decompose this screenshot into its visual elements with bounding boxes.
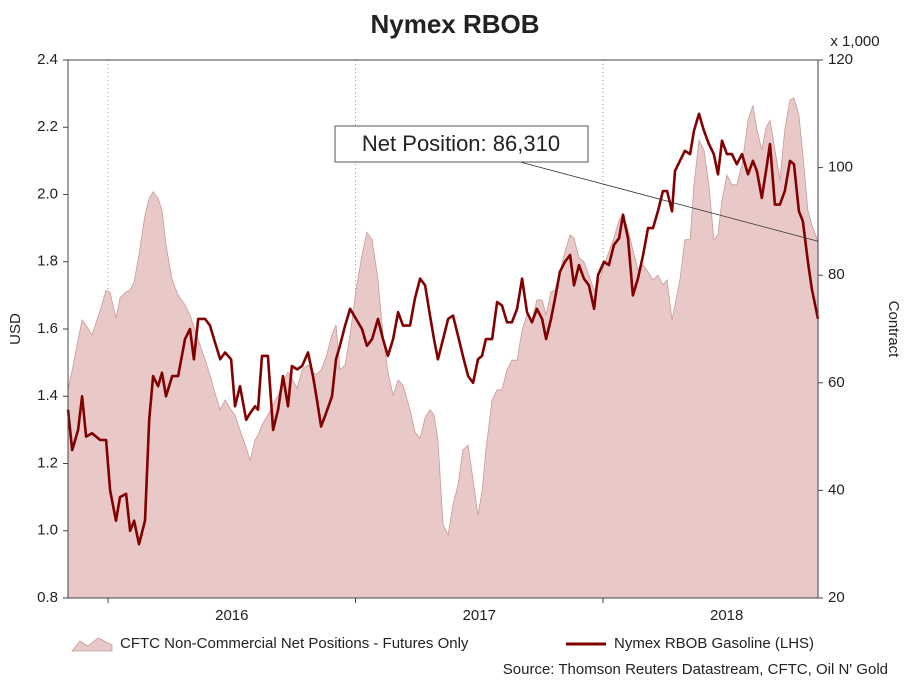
y-tick-label: 1.8 [37, 253, 58, 270]
legend-label: CFTC Non-Commercial Net Positions - Futu… [120, 635, 469, 652]
legend-swatch [71, 637, 113, 652]
y-tick-label: 2.2 [37, 118, 58, 135]
y2-tick-label: 120 [828, 51, 853, 68]
y2-tick-label: 80 [828, 266, 845, 283]
y2-tick-label: 40 [828, 481, 845, 498]
source: Source: Thomson Reuters Datastream, CFTC… [503, 661, 888, 678]
x-tick-label: 2017 [463, 607, 496, 624]
y-tick-label: 2.4 [37, 51, 58, 68]
x-tick-label: 2018 [710, 607, 743, 624]
y-tick-label: 2.0 [37, 185, 58, 202]
x-tick-label: 2016 [215, 607, 248, 624]
area [67, 97, 819, 599]
plot-frame [67, 59, 819, 599]
y2-tick-label: 100 [828, 159, 853, 176]
annotation-connector [519, 161, 819, 242]
y2-axis-label: Contract [885, 301, 902, 359]
y-tick-label: 1.4 [37, 387, 58, 404]
y-tick-label: 1.6 [37, 320, 58, 337]
y-tick-label: 1.0 [37, 522, 58, 539]
y-axis-label: USD [7, 313, 24, 345]
y-tick-label: 0.8 [37, 589, 58, 606]
y-tick-label: 1.2 [37, 454, 58, 471]
annotation: Net Position: 86,310 [362, 131, 560, 156]
annotation-box [334, 125, 589, 163]
y2-unit: x 1,000 [830, 33, 879, 50]
y2-tick-label: 20 [828, 589, 845, 606]
legend-label: Nymex RBOB Gasoline (LHS) [614, 635, 814, 652]
chart-title: Nymex RBOB [370, 9, 539, 39]
line [66, 112, 820, 546]
y2-tick-label: 60 [828, 374, 845, 391]
